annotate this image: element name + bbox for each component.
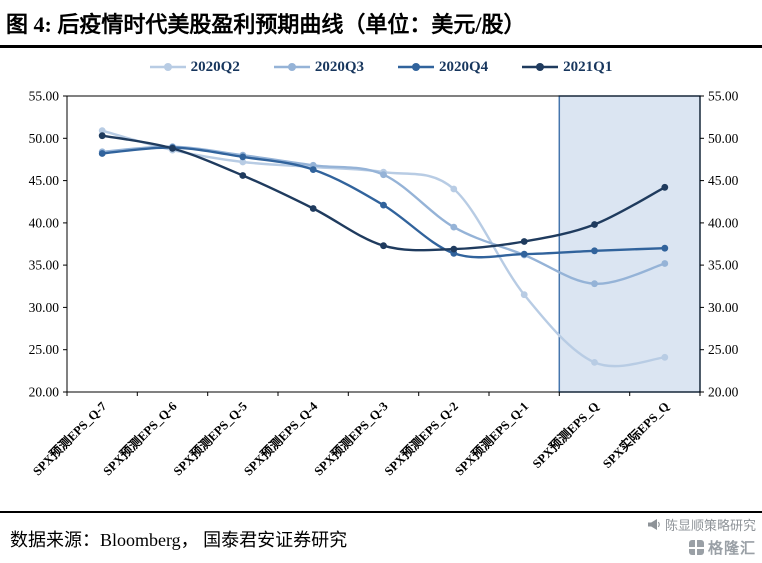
legend-item-2020q4: 2020Q4 — [398, 59, 488, 76]
data-point-2021q1 — [520, 238, 528, 245]
data-point-2021q1 — [591, 221, 598, 228]
series-line-2020q2 — [101, 129, 666, 368]
y-axis-tick-label-left: 40.00 — [29, 215, 60, 230]
legend-item-2020q2: 2020Q2 — [149, 58, 240, 76]
line-chart: 55.00 55.00 50.00 50.00 45.00 45.00 40.00 40.00… — [29, 89, 739, 479]
data-point-2021q1 — [380, 242, 387, 250]
data-point-2020q4 — [661, 244, 669, 252]
data-point-2020q4 — [309, 166, 317, 173]
data-point-2021q1 — [169, 145, 176, 152]
forecast-highlight-region — [558, 95, 701, 393]
y-axis-tick-label-right: 40.00 — [708, 215, 739, 230]
legend-item-2020q3: 2020Q3 — [273, 58, 364, 76]
y-axis-tick-label-right: 20.00 — [708, 385, 739, 400]
y-axis-tick-label-left: 45.00 — [29, 173, 60, 188]
data-point-2021q1 — [239, 172, 247, 179]
legend-item-2021q1: 2021Q1 — [522, 59, 612, 76]
y-axis-tick-label-left: 50.00 — [29, 131, 60, 146]
legend-label: 2020Q2 — [190, 58, 240, 75]
y-axis-tick-label-right: 55.00 — [708, 89, 739, 104]
x-axis-tick-label: SPX预测EPS_Q-5 — [170, 399, 250, 479]
x-axis-tick-label: SPX预测EPS_Q-2 — [381, 399, 461, 479]
data-source-text: 数据来源：Bloomberg， 国泰君安证券研究 — [10, 530, 348, 550]
data-point-2021q1 — [309, 205, 317, 212]
watermark-account: 陈显顺策略研究 — [647, 515, 756, 534]
watermark-account-label: 陈显顺策略研究 — [664, 518, 756, 533]
data-point-2020q2 — [661, 353, 669, 361]
y-axis-tick-label-right: 30.00 — [708, 300, 739, 315]
y-axis-tick-label-right: 50.00 — [708, 131, 739, 146]
data-point-2020q4 — [520, 250, 528, 258]
x-axis-tick-label: SPX实际EPS_Q — [599, 398, 672, 471]
y-axis-tick-label-left: 20.00 — [29, 385, 60, 400]
y-axis-tick-label-left: 55.00 — [29, 89, 60, 104]
data-point-2020q3 — [380, 171, 387, 179]
data-point-2020q3 — [591, 280, 598, 288]
chart-legend: 2020Q2 2020Q3 2020Q4 2021Q1 — [0, 52, 762, 82]
x-axis-tick-label: SPX预测EPS_Q-4 — [240, 398, 320, 478]
data-point-2020q2 — [450, 185, 458, 193]
y-axis-tick-label-right: 25.00 — [708, 342, 739, 357]
data-point-2020q3 — [661, 260, 669, 267]
legend-marker-icon — [522, 63, 559, 71]
y-axis-tick-label-left: 30.00 — [29, 300, 60, 315]
watermarks: 陈显顺策略研究 格隆汇 — [647, 515, 756, 558]
data-point-2020q3 — [450, 223, 458, 231]
megaphone-icon — [647, 519, 660, 530]
footer: 数据来源：Bloomberg， 国泰君安证券研究 陈显顺策略研究 格隆汇 — [0, 511, 762, 563]
data-point-2020q2 — [591, 359, 598, 366]
x-axis-tick-label: SPX预测EPS_Q-7 — [29, 399, 109, 479]
y-axis-tick-label-left: 25.00 — [29, 342, 60, 357]
data-point-2020q4 — [380, 201, 387, 209]
x-axis-tick-label: SPX预测EPS_Q — [529, 398, 602, 471]
legend-marker-icon — [273, 63, 310, 71]
data-point-2021q1 — [450, 245, 458, 253]
legend-label: 2020Q3 — [314, 58, 364, 75]
figure-title: 图 4: 后疫情时代美股盈利预期曲线（单位：美元/股） — [0, 0, 762, 48]
watermark-logo-label: 格隆汇 — [707, 540, 756, 557]
x-axis-tick-label: SPX预测EPS_Q-3 — [311, 399, 391, 479]
y-axis-tick-label-left: 35.00 — [29, 258, 60, 273]
x-axis-tick-label: SPX预测EPS_Q-6 — [100, 399, 180, 479]
watermark-logo: 格隆汇 — [688, 537, 756, 558]
legend-marker-icon — [149, 63, 186, 71]
data-point-2020q2 — [520, 291, 528, 299]
data-point-2020q4 — [591, 247, 598, 255]
legend-label: 2021Q1 — [563, 58, 613, 75]
legend-label: 2020Q4 — [439, 58, 489, 75]
y-axis-tick-label-right: 35.00 — [708, 258, 739, 273]
data-point-2020q4 — [239, 153, 247, 161]
data-point-2021q1 — [661, 183, 669, 191]
data-point-2021q1 — [98, 132, 106, 140]
legend-marker-icon — [398, 63, 434, 71]
plot-border — [66, 95, 701, 393]
gelonghui-logo-icon — [688, 540, 704, 555]
x-axis-tick-label: SPX预测EPS_Q-1 — [451, 399, 531, 479]
data-point-2020q2 — [239, 158, 247, 166]
data-point-2020q2 — [98, 127, 106, 135]
data-point-2020q4 — [98, 150, 106, 157]
y-axis-tick-label-right: 45.00 — [708, 173, 739, 188]
